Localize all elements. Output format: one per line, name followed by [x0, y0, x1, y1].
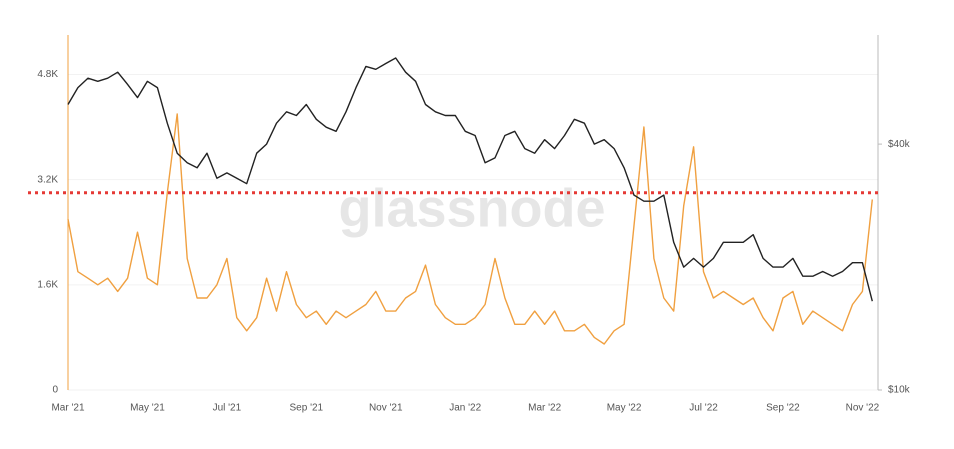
y-tick-label: 0 [52, 385, 58, 396]
x-tick-label: Jul '22 [689, 403, 718, 414]
y-tick-label: 3.2K [37, 174, 58, 185]
series-line [67, 113, 873, 345]
x-tick-label: May '22 [607, 403, 642, 414]
x-tick-label: Jul '21 [213, 403, 242, 414]
x-tick-label: Nov '22 [846, 403, 880, 414]
watermark: glassnode [338, 178, 605, 238]
x-tick-label: May '21 [130, 403, 165, 414]
x-tick-label: Mar '22 [528, 403, 561, 414]
x-tick-label: Jan '22 [449, 403, 481, 414]
y2-tick-label: $10k [888, 385, 911, 396]
x-tick-label: Nov '21 [369, 403, 403, 414]
x-tick-label: Sep '22 [766, 403, 800, 414]
x-tick-label: Mar '21 [51, 403, 84, 414]
x-tick-label: Sep '21 [290, 403, 324, 414]
y-tick-label: 4.8K [37, 69, 58, 80]
y-tick-label: 1.6K [37, 279, 58, 290]
series-line [67, 57, 873, 302]
y2-tick-label: $40k [888, 139, 911, 150]
